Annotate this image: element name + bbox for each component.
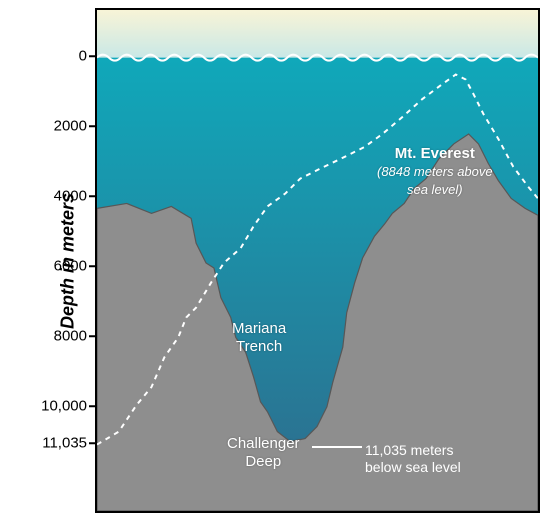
below-line1: 11,035 meters (365, 442, 453, 458)
y-axis-ticks: 0 2000 4000 6000 8000 10,000 11,035 (35, 0, 95, 521)
depth-annotation: 11,035 meters below sea level (365, 442, 461, 476)
tick-label: 4000 (54, 188, 87, 205)
tick-label: 8000 (54, 328, 87, 345)
depth-diagram: Mt. Everest (8848 meters abovesea level)… (95, 8, 540, 513)
tick-label: 11,035 (42, 435, 87, 452)
everest-label: Mt. Everest (8848 meters abovesea level) (377, 145, 493, 199)
challenger-text: ChallengerDeep (227, 435, 300, 470)
challenger-label: ChallengerDeep (227, 435, 300, 471)
tick-label: 6000 (54, 258, 87, 275)
everest-sub: (8848 meters abovesea level) (377, 164, 493, 197)
leader-line (312, 446, 362, 448)
tick-label: 10,000 (41, 398, 87, 415)
mariana-label: MarianaTrench (232, 320, 286, 356)
everest-title: Mt. Everest (395, 145, 475, 162)
below-line2: below sea level (365, 459, 461, 475)
mariana-text: MarianaTrench (232, 320, 286, 355)
tick-label: 0 (79, 48, 87, 65)
tick-label: 2000 (54, 118, 87, 135)
